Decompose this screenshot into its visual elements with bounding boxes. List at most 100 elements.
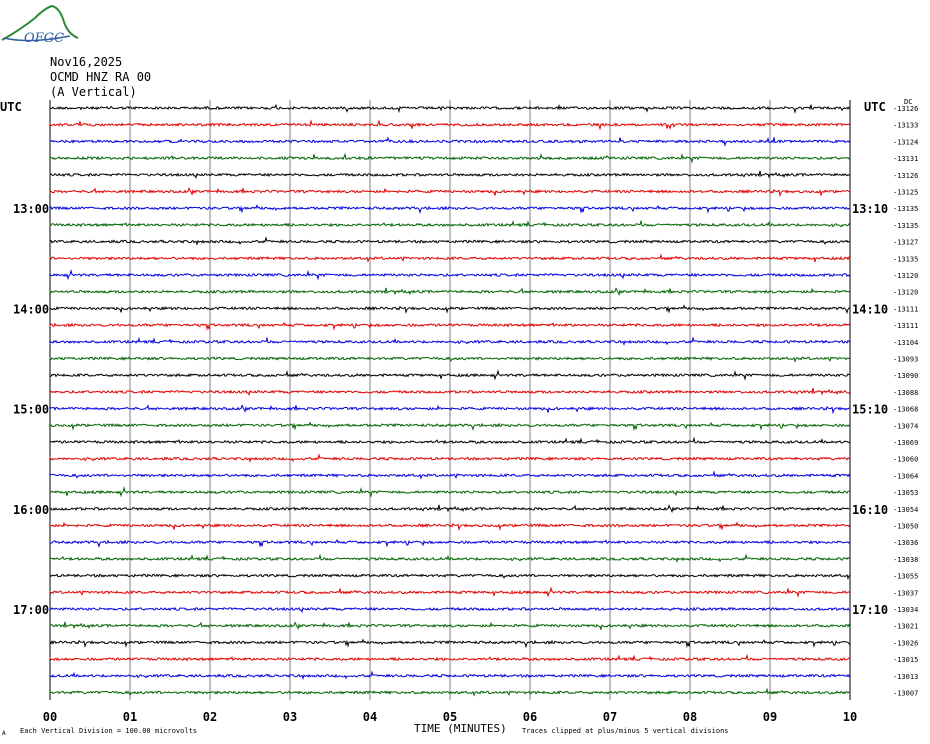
- logo-text: OFGC: [24, 31, 64, 46]
- trace-20: [49, 436, 851, 445]
- footer-clip-note: Traces clipped at plus/minus 5 vertical …: [522, 727, 729, 735]
- x-tick-label: 08: [683, 710, 697, 724]
- trace-21: [49, 453, 851, 463]
- trace-offset-label: -13126: [893, 172, 918, 180]
- trace-offset-label: -13007: [893, 690, 918, 698]
- trace-28: [49, 573, 851, 580]
- left-time-label: 16:00: [13, 503, 49, 517]
- ofgc-logo: OFGC: [0, 0, 80, 50]
- trace-31: [49, 621, 851, 630]
- right-time-label: 14:10: [852, 302, 888, 316]
- x-tick-label: 09: [763, 710, 777, 724]
- x-tick-label: 03: [283, 710, 297, 724]
- trace-offset-label: -13055: [893, 573, 918, 581]
- trace-11: [49, 287, 851, 296]
- x-tick-label: 05: [443, 710, 457, 724]
- footer-scale-note: Each Vertical Division = 100.00 microvol…: [20, 727, 197, 735]
- trace-offset-label: -13015: [893, 656, 918, 664]
- trace-offset-label: -13135: [893, 205, 918, 213]
- trace-offset-label: -13069: [893, 439, 918, 447]
- trace-offset-label: -13093: [893, 356, 918, 364]
- left-utc-label: UTC: [0, 100, 22, 114]
- trace-offset-label: -13036: [893, 539, 918, 547]
- trace-layer: [49, 103, 851, 697]
- trace-offset-label: -13135: [893, 255, 918, 263]
- trace-3: [49, 152, 850, 164]
- trace-17: [49, 387, 851, 397]
- trace-offset-label: -13088: [893, 389, 918, 397]
- trace-offset-label: -13125: [893, 189, 918, 197]
- right-time-label: 16:10: [852, 503, 888, 517]
- trace-30: [49, 606, 851, 614]
- x-tick-label: 10: [843, 710, 857, 724]
- trace-1: [49, 119, 851, 131]
- trace-32: [49, 638, 851, 649]
- trace-offset-label: -13126: [893, 105, 918, 113]
- trace-16: [49, 369, 851, 381]
- trace-34: [49, 670, 851, 681]
- right-time-label: 13:10: [852, 202, 888, 216]
- trace-offset-label: -13037: [893, 589, 918, 597]
- trace-35: [49, 687, 851, 697]
- trace-33: [49, 653, 850, 662]
- trace-offset-label: -13053: [893, 489, 918, 497]
- trace-19: [49, 421, 851, 432]
- trace-27: [49, 553, 851, 564]
- station-code: OCMD HNZ RA 00: [50, 70, 152, 84]
- trace-offset-label: -13133: [893, 122, 918, 130]
- trace-offset-label: -13038: [893, 556, 918, 564]
- label-layer: 00 01 02 03 04 05 06 07 08 09 10 -13126 -13133 -13124…: [13, 105, 918, 724]
- x-tick-label: 02: [203, 710, 217, 724]
- trace-offset-label: -13131: [893, 155, 918, 163]
- x-tick-label: 00: [43, 710, 57, 724]
- trace-offset-label: -13034: [893, 606, 918, 614]
- grid-lines: [49, 100, 851, 700]
- trace-2: [49, 136, 851, 147]
- trace-5: [49, 186, 851, 198]
- trace-10: [49, 269, 851, 281]
- trace-8: [49, 236, 851, 246]
- left-time-label: 17:00: [13, 603, 49, 617]
- x-tick-label: 06: [523, 710, 537, 724]
- dc-marker: DC: [904, 98, 912, 106]
- right-utc-label: UTC: [864, 100, 886, 114]
- x-axis-title: TIME (MINUTES): [414, 722, 507, 735]
- footer-mark: A: [2, 730, 6, 737]
- trace-18: [49, 404, 851, 415]
- trace-offset-label: -13021: [893, 623, 918, 631]
- trace-7: [49, 219, 851, 228]
- x-tick-label: 04: [363, 710, 377, 724]
- trace-offset-label: -13120: [893, 289, 918, 297]
- left-time-label: 14:00: [13, 302, 49, 316]
- component-label: (A Vertical): [50, 85, 137, 99]
- trace-offset-label: -13090: [893, 372, 918, 380]
- trace-offset-label: -13120: [893, 272, 918, 280]
- trace-offset-label: -13013: [893, 673, 918, 681]
- right-time-label: 15:10: [852, 403, 888, 417]
- trace-offset-label: -13060: [893, 456, 918, 464]
- trace-12: [49, 304, 851, 315]
- trace-offset-label: -13111: [893, 322, 918, 330]
- trace-offset-label: -13127: [893, 239, 918, 247]
- right-time-label: 17:10: [852, 603, 888, 617]
- left-time-label: 15:00: [13, 403, 49, 417]
- x-tick-label: 01: [123, 710, 137, 724]
- trace-offset-label: -13026: [893, 639, 918, 647]
- logo-mountain-shape: [1, 4, 79, 41]
- trace-9: [49, 253, 851, 263]
- trace-offset-label: -13064: [893, 472, 918, 480]
- trace-offset-label: -13111: [893, 305, 918, 313]
- trace-offset-label: -13135: [893, 222, 918, 230]
- trace-offset-label: -13124: [893, 138, 918, 146]
- trace-24: [49, 504, 851, 514]
- trace-14: [49, 336, 851, 347]
- trace-26: [49, 538, 851, 548]
- trace-22: [49, 470, 851, 480]
- trace-offset-label: -13068: [893, 406, 918, 414]
- trace-offset-label: -13104: [893, 339, 918, 347]
- left-time-label: 13:00: [13, 202, 49, 216]
- x-tick-label: 07: [603, 710, 617, 724]
- trace-offset-label: -13050: [893, 523, 918, 531]
- logo-swoosh-shape: [3, 35, 71, 42]
